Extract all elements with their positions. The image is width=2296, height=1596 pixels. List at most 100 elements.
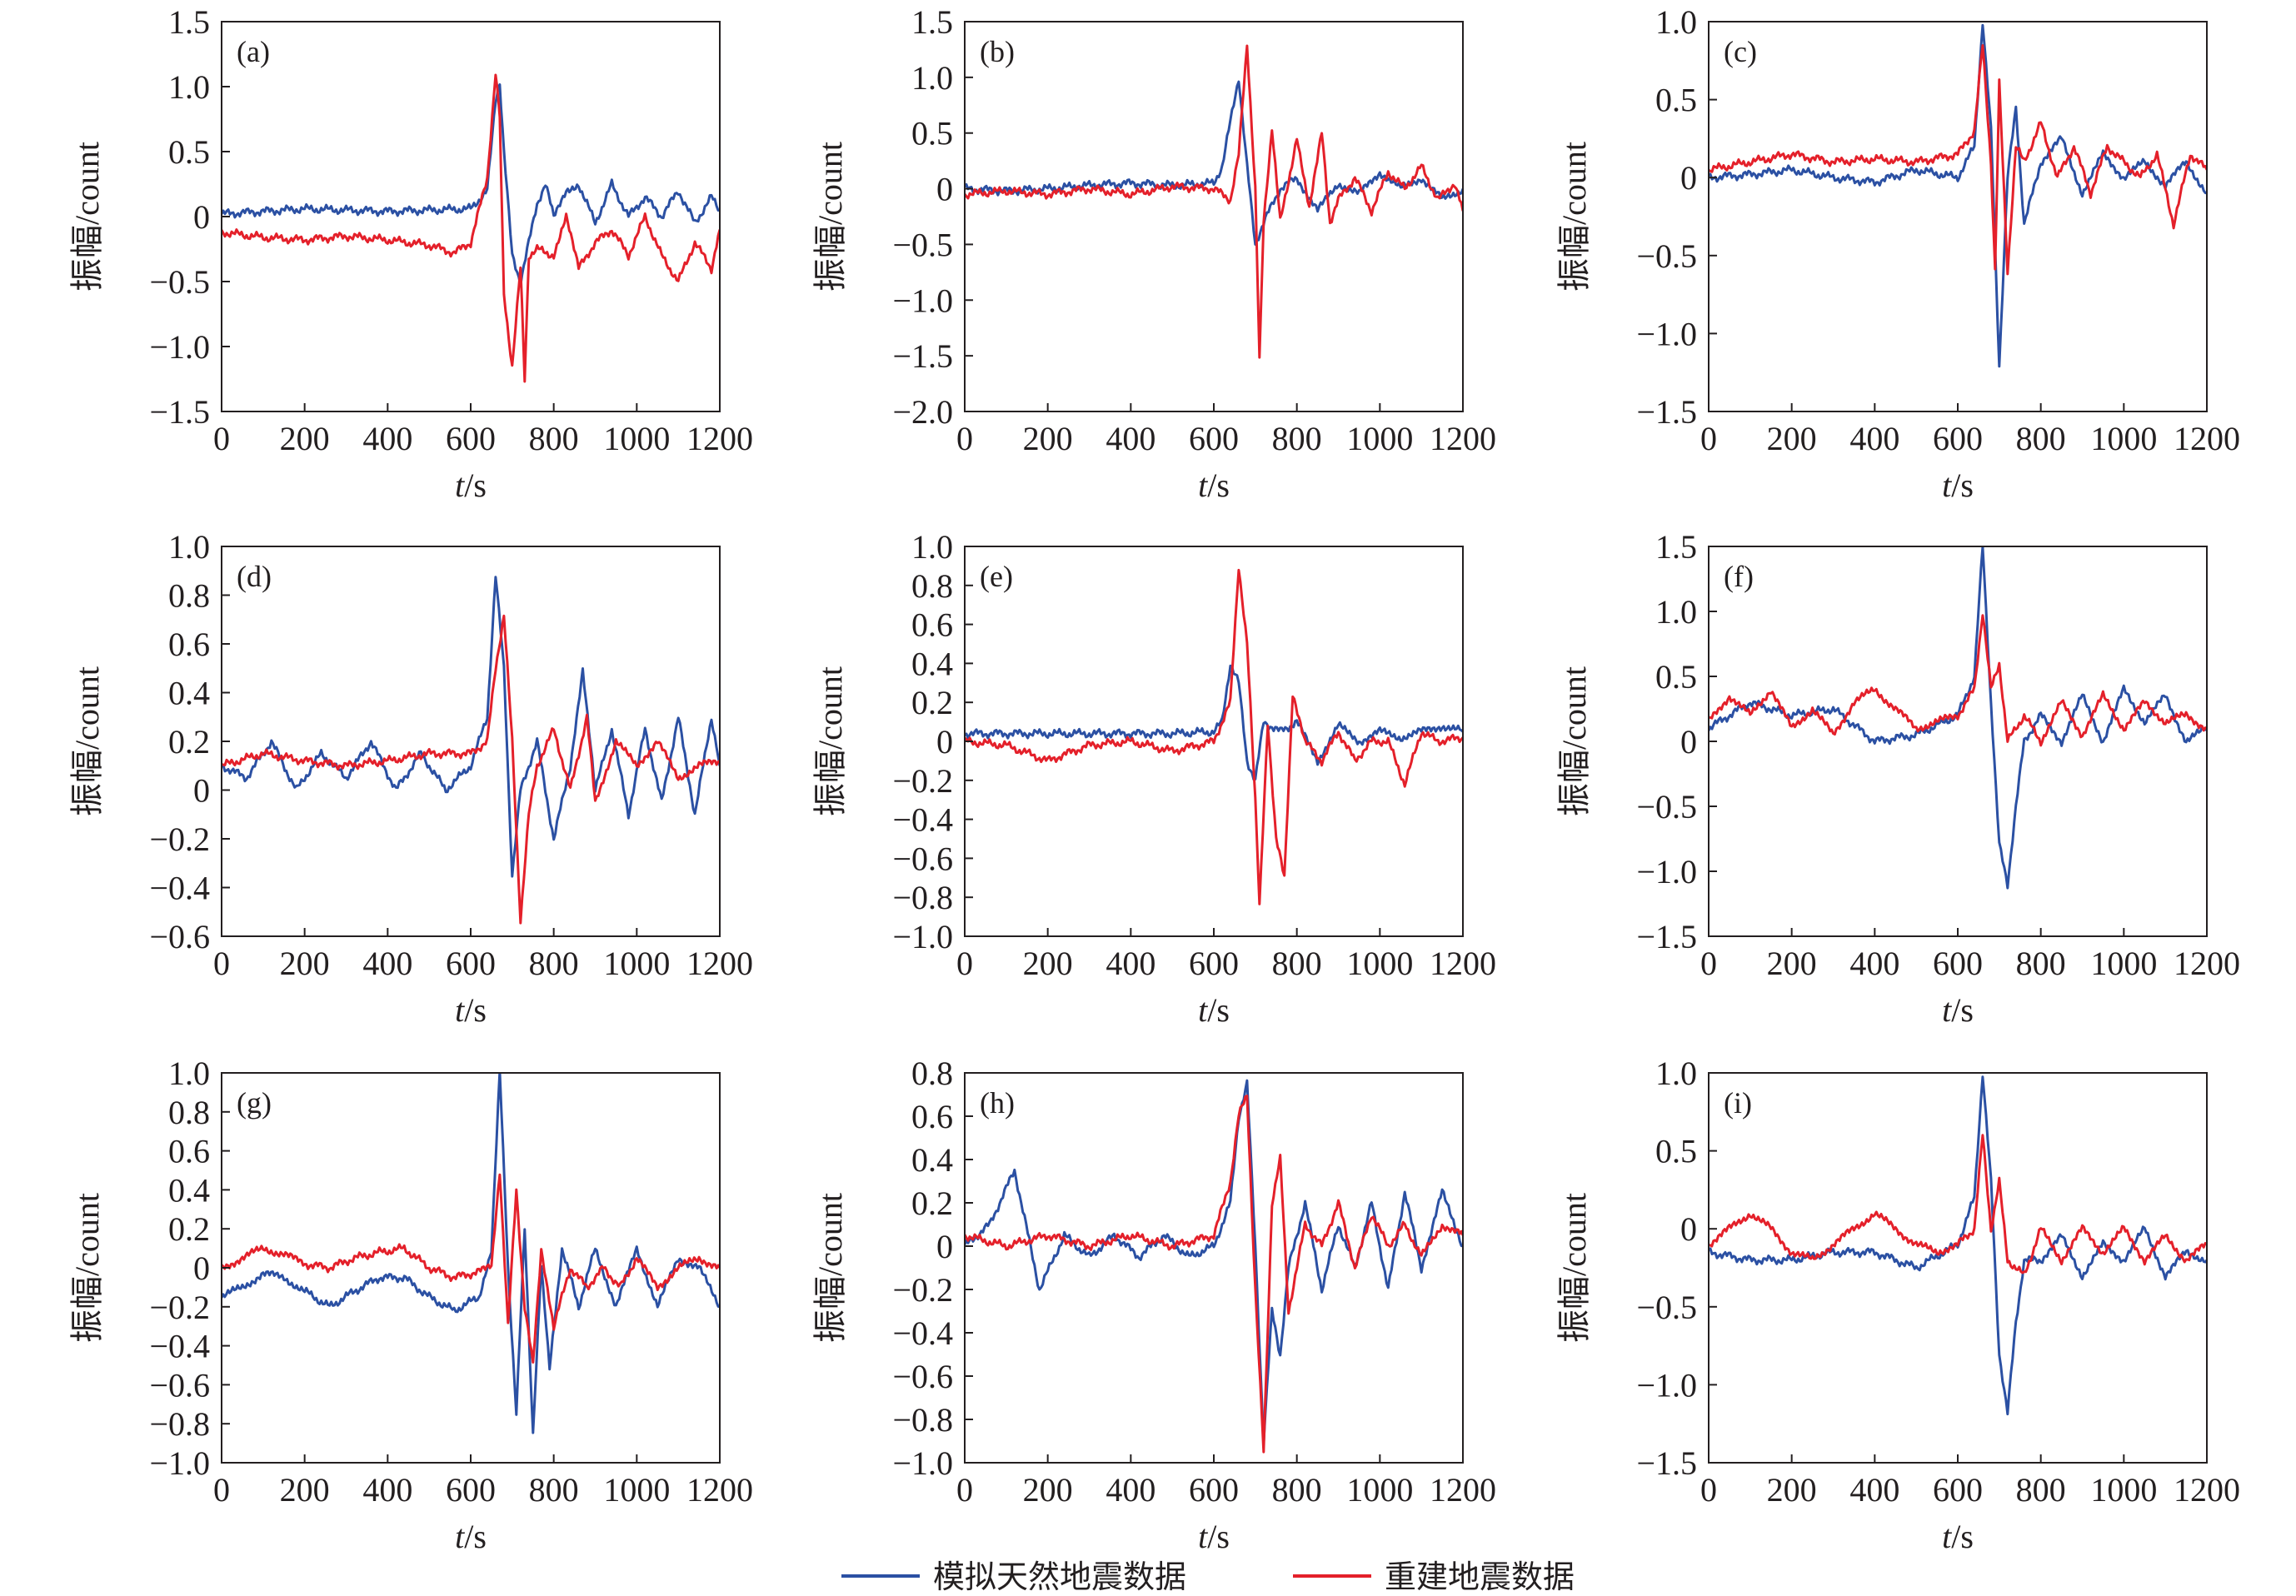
x-axis-title: t/s bbox=[1198, 466, 1230, 504]
chart-panel-2: 0 200 400 600 800 1000 1200 1.5 1.0 0.5 0 −0.5 −1.0 −… bbox=[811, 3, 1496, 504]
y-tick-label: 1.0 bbox=[1655, 1055, 1697, 1092]
y-tick-label: −0.4 bbox=[149, 870, 210, 907]
y-tick-label: −1.5 bbox=[1636, 393, 1697, 431]
x-tick-label: 200 bbox=[280, 1471, 330, 1509]
x-axis-title: t/s bbox=[1198, 991, 1230, 1029]
x-tick-label: 600 bbox=[1933, 1471, 1983, 1509]
x-tick-label: 400 bbox=[1849, 1471, 1899, 1509]
series-line-simulated bbox=[222, 83, 720, 287]
x-tick-label: 600 bbox=[1189, 420, 1239, 457]
x-tick-label: 1200 bbox=[686, 420, 753, 457]
y-tick-label: −1.5 bbox=[1636, 1444, 1697, 1482]
y-tick-label: −0.5 bbox=[149, 263, 210, 301]
plot-frame bbox=[1708, 21, 2208, 412]
x-tick-label: 800 bbox=[529, 945, 579, 982]
series-line-reconstructed bbox=[1709, 44, 2207, 276]
x-tick-label: 600 bbox=[1189, 1471, 1239, 1509]
y-tick-label: 0.5 bbox=[911, 115, 953, 152]
y-tick-label: −1.0 bbox=[892, 282, 953, 319]
x-tick-label: 200 bbox=[1023, 420, 1073, 457]
panel-label: (f) bbox=[1724, 560, 1754, 593]
x-tick-label: 1200 bbox=[1430, 420, 1496, 457]
y-tick-label: 1.0 bbox=[911, 528, 953, 566]
y-tick-label: −0.4 bbox=[892, 1314, 953, 1352]
y-tick-label: −0.6 bbox=[892, 1358, 953, 1395]
x-tick-label: 400 bbox=[362, 420, 412, 457]
y-tick-label: 1.0 bbox=[168, 528, 210, 566]
y-tick-label: −0.8 bbox=[892, 879, 953, 916]
legend-label: 重建地震数据 bbox=[1385, 1559, 1575, 1595]
y-tick-label: 0.5 bbox=[1655, 82, 1697, 119]
x-tick-label: 600 bbox=[446, 945, 496, 982]
x-tick-label: 800 bbox=[529, 420, 579, 457]
panel-label: (i) bbox=[1724, 1086, 1752, 1120]
y-tick-label: −1.5 bbox=[149, 393, 210, 431]
x-tick-label: 0 bbox=[956, 1471, 973, 1509]
y-tick-label: 1.5 bbox=[911, 3, 953, 41]
y-axis-title: 振幅/count bbox=[1555, 666, 1593, 816]
legend: 模拟天然地震数据 重建地震数据 bbox=[841, 1559, 1575, 1595]
x-tick-label: 400 bbox=[1106, 420, 1155, 457]
x-tick-label: 0 bbox=[956, 420, 973, 457]
y-axis-title: 振幅/count bbox=[1555, 142, 1593, 292]
y-axis-title: 振幅/count bbox=[811, 142, 849, 292]
x-tick-label: 800 bbox=[2016, 945, 2066, 982]
panel-label: (h) bbox=[980, 1086, 1015, 1120]
panel-label: (a) bbox=[237, 35, 270, 68]
plot-frame bbox=[964, 21, 1464, 412]
series-line-reconstructed bbox=[1709, 1134, 2207, 1274]
x-tick-label: 1200 bbox=[2174, 1471, 2240, 1509]
x-tick-label: 1000 bbox=[603, 1471, 670, 1509]
y-tick-label: 1.0 bbox=[911, 59, 953, 97]
y-tick-label: −1.0 bbox=[1636, 1366, 1697, 1404]
y-tick-label: 0.8 bbox=[911, 567, 953, 605]
x-tick-label: 600 bbox=[1933, 420, 1983, 457]
y-axis-title: 振幅/count bbox=[811, 666, 849, 816]
y-tick-label: −0.5 bbox=[892, 226, 953, 263]
y-tick-label: −0.6 bbox=[892, 840, 953, 877]
y-tick-label: −0.5 bbox=[1636, 237, 1697, 275]
y-tick-label: 0 bbox=[936, 723, 953, 761]
x-tick-label: 400 bbox=[362, 1471, 412, 1509]
x-tick-label: 600 bbox=[1189, 945, 1239, 982]
y-axis-title: 振幅/count bbox=[1555, 1193, 1593, 1343]
y-tick-label: 1.0 bbox=[168, 68, 210, 106]
y-tick-label: 1.5 bbox=[168, 3, 210, 41]
x-tick-label: 400 bbox=[1106, 1471, 1155, 1509]
y-tick-label: 0.4 bbox=[168, 675, 210, 712]
y-tick-label: −0.2 bbox=[149, 820, 210, 858]
y-tick-label: 0.4 bbox=[911, 645, 953, 682]
series-line-simulated bbox=[965, 1079, 1463, 1446]
chart-panel-7: 0 200 400 600 800 1000 12001.00.80.60.40.20−0.… bbox=[68, 1055, 753, 1555]
y-tick-label: −0.5 bbox=[1636, 1289, 1697, 1326]
x-tick-label: 800 bbox=[529, 1471, 579, 1509]
x-axis-title: t/s bbox=[1942, 991, 1974, 1029]
y-tick-label: 0.8 bbox=[168, 577, 210, 615]
y-axis-title: 振幅/count bbox=[811, 1193, 849, 1343]
y-tick-label: −0.8 bbox=[149, 1405, 210, 1443]
x-tick-label: 200 bbox=[1767, 1471, 1817, 1509]
y-tick-label: 1.5 bbox=[1655, 528, 1697, 566]
x-axis-title: t/s bbox=[1942, 466, 1974, 504]
x-tick-label: 0 bbox=[1700, 420, 1717, 457]
x-tick-label: 1000 bbox=[1346, 420, 1413, 457]
x-tick-label: 1200 bbox=[1430, 945, 1496, 982]
y-tick-label: 0.5 bbox=[1655, 658, 1697, 696]
x-tick-label: 1200 bbox=[2174, 420, 2240, 457]
chart-panel-4: 0 200 400 600 800 1000 12001.00.80.60.40.20−0.… bbox=[68, 528, 753, 1029]
x-tick-label: 1000 bbox=[2090, 420, 2157, 457]
y-tick-label: 0.2 bbox=[168, 723, 210, 761]
x-tick-label: 200 bbox=[1023, 945, 1073, 982]
x-tick-label: 800 bbox=[2016, 420, 2066, 457]
x-tick-label: 0 bbox=[213, 420, 230, 457]
y-tick-label: 0.6 bbox=[168, 1133, 210, 1170]
y-tick-label: 0 bbox=[936, 171, 953, 208]
y-tick-label: 0 bbox=[193, 198, 210, 236]
chart-panel-5: 0 200 400 600 800 1000 12001.00.80.60.40.20−0.… bbox=[811, 528, 1496, 1029]
y-tick-label: −0.4 bbox=[149, 1328, 210, 1365]
y-tick-label: −0.2 bbox=[892, 762, 953, 800]
y-tick-label: −1.0 bbox=[149, 1444, 210, 1482]
y-tick-label: 1.0 bbox=[1655, 3, 1697, 41]
y-tick-label: 0.5 bbox=[168, 133, 210, 171]
plot-frame bbox=[1708, 1072, 2208, 1464]
